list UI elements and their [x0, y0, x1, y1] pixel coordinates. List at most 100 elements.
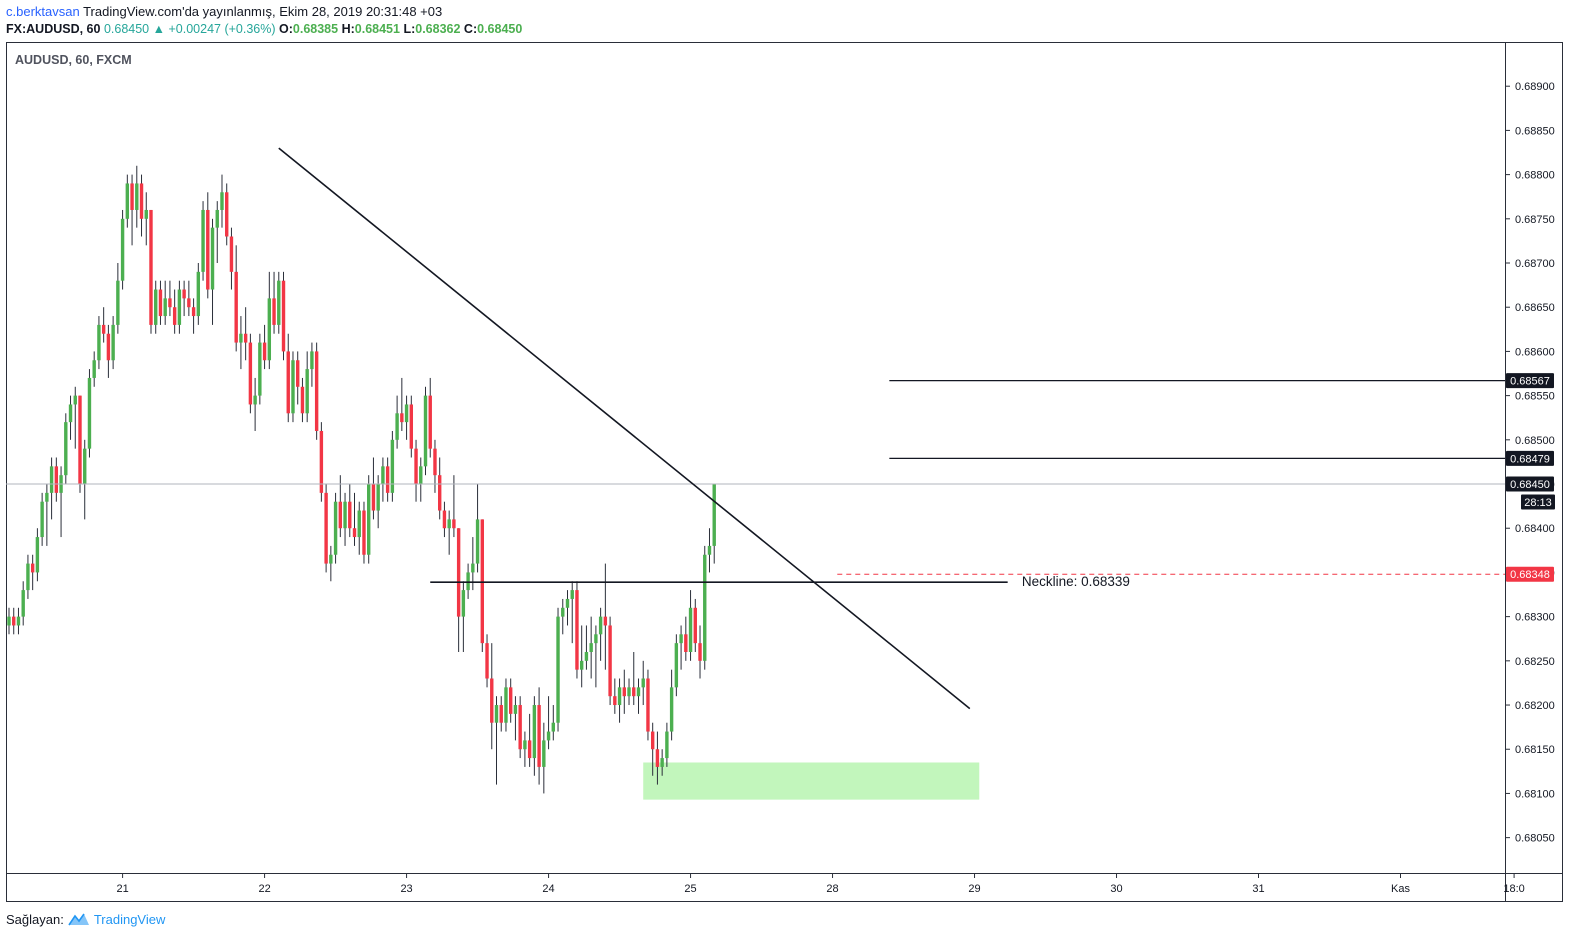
- candle-body: [172, 307, 177, 325]
- candle: [333, 492, 338, 564]
- tradingview-link[interactable]: TradingView: [93, 912, 166, 927]
- time-tick-label: 28: [826, 883, 838, 895]
- candle-body: [627, 687, 631, 697]
- price-axis[interactable]: 0.68050 0.68100 0.68150 0.68200 0.68250 0.683…: [1505, 81, 1555, 845]
- candle-body: [461, 590, 466, 617]
- candle-body: [679, 634, 683, 644]
- candle-body: [68, 404, 73, 423]
- candle-body: [674, 643, 679, 688]
- candle-body: [532, 705, 537, 759]
- candle: [556, 607, 560, 732]
- candle-body: [262, 342, 267, 361]
- candle-body: [594, 634, 598, 644]
- high-label: H:: [341, 22, 355, 36]
- candle-body: [135, 183, 139, 210]
- time-tick-label: 22: [258, 883, 270, 895]
- candle-body: [404, 404, 409, 423]
- time-tick-label: 24: [542, 883, 554, 895]
- candle: [504, 678, 508, 732]
- candle: [348, 484, 352, 538]
- support-zone[interactable]: [643, 762, 980, 800]
- candle: [367, 475, 371, 564]
- candle: [305, 351, 309, 423]
- author-link[interactable]: c.berktavsan: [6, 4, 80, 19]
- candle-body: [154, 289, 158, 325]
- candle-body: [139, 183, 144, 219]
- candle-body: [239, 333, 243, 343]
- candle: [314, 342, 319, 440]
- candle: [362, 501, 366, 564]
- candle-body: [116, 280, 120, 325]
- candle-body: [281, 280, 286, 352]
- price-tick-label: 0.68400: [1515, 523, 1555, 535]
- candle: [106, 324, 111, 378]
- candle-body: [144, 209, 148, 219]
- candle: [452, 475, 456, 538]
- price-label-text: 0.68567: [1510, 376, 1550, 388]
- time-tick-label: 30: [1110, 883, 1122, 895]
- candle-body: [513, 705, 518, 714]
- candle-body: [83, 448, 87, 485]
- candle: [537, 687, 541, 785]
- candle: [272, 271, 276, 334]
- candle-body: [546, 731, 551, 741]
- descending-trendline[interactable]: [278, 147, 971, 710]
- candle-body: [7, 616, 11, 626]
- candle: [177, 280, 182, 334]
- candle-body: [608, 625, 612, 697]
- candle: [324, 484, 328, 573]
- candle-body: [367, 484, 371, 555]
- candle: [182, 280, 186, 317]
- candle-body: [130, 183, 134, 210]
- candle: [87, 369, 92, 458]
- candle: [381, 457, 385, 502]
- footer: Sağlayan: TradingView: [6, 912, 165, 927]
- candle: [163, 280, 167, 325]
- candle-body: [570, 590, 574, 599]
- candle: [120, 209, 125, 290]
- candle-body: [291, 360, 295, 414]
- candle-body: [300, 386, 305, 414]
- price-tick-label: 0.68850: [1515, 125, 1555, 137]
- candle: [385, 457, 390, 502]
- candle: [73, 386, 77, 449]
- candle-body: [665, 731, 669, 759]
- candle: [669, 669, 674, 741]
- candle-body: [579, 660, 584, 670]
- candle-body: [423, 395, 428, 467]
- candle: [693, 598, 697, 652]
- price-tick-label: 0.68750: [1515, 214, 1555, 226]
- candle-body: [490, 678, 494, 723]
- candle-body: [660, 758, 664, 767]
- price-tick-label: 0.68050: [1515, 833, 1555, 845]
- candle-body: [40, 501, 44, 538]
- candlestick-chart[interactable]: 0.68050 0.68100 0.68150 0.68200 0.68250 0.683…: [6, 42, 1563, 902]
- candle: [196, 263, 201, 325]
- candle-body: [30, 563, 35, 573]
- candle: [7, 607, 11, 635]
- candle: [485, 634, 489, 688]
- candle: [12, 607, 16, 635]
- candle-body: [54, 466, 59, 493]
- candle: [622, 669, 626, 714]
- time-axis[interactable]: 21 22 23 24 25 28 29 30 31 Kas 18:0: [116, 873, 1525, 895]
- candle-body: [419, 466, 423, 485]
- candle-body: [362, 510, 366, 555]
- candle-body: [314, 351, 319, 431]
- candle: [447, 510, 451, 555]
- candle-body: [196, 271, 201, 317]
- candle: [225, 183, 229, 246]
- candle-body: [456, 528, 461, 617]
- candle-body: [35, 537, 40, 573]
- time-tick-label: 18:0: [1503, 883, 1524, 895]
- neckline-label: Neckline: 0.68339: [1022, 574, 1130, 589]
- price-tick-label: 0.68150: [1515, 744, 1555, 756]
- chart-container[interactable]: 0.68050 0.68100 0.68150 0.68200 0.68250 0.683…: [6, 42, 1563, 902]
- candle-body: [225, 192, 229, 237]
- candle-body: [258, 342, 262, 396]
- candle-body: [527, 740, 532, 759]
- price-tick-label: 0.68100: [1515, 788, 1555, 800]
- candle: [461, 581, 466, 652]
- candle: [158, 280, 163, 325]
- high-value: 0.68451: [354, 22, 400, 36]
